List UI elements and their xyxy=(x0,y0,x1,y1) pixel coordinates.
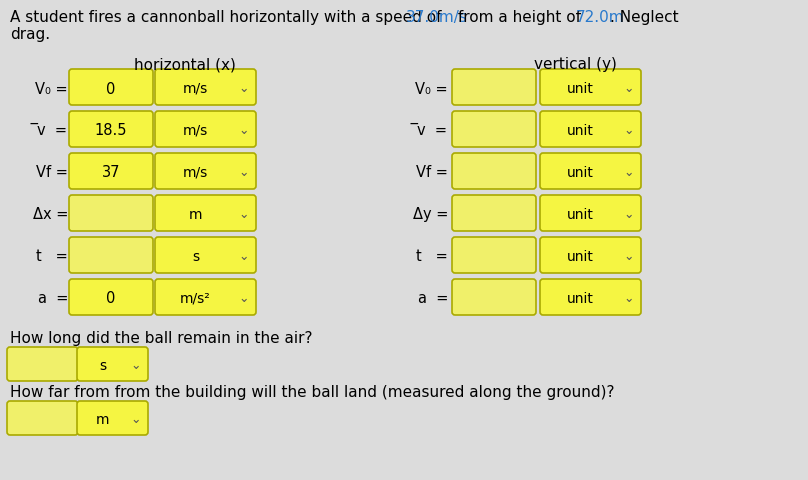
FancyBboxPatch shape xyxy=(69,154,153,190)
Text: ̅v  =: ̅v = xyxy=(418,123,448,138)
Text: 18.5: 18.5 xyxy=(95,123,127,138)
FancyBboxPatch shape xyxy=(540,238,641,274)
Text: a  =: a = xyxy=(38,291,68,306)
Text: How far from from the building will the ball land (measured along the ground)?: How far from from the building will the … xyxy=(10,384,615,399)
FancyBboxPatch shape xyxy=(452,154,536,190)
FancyBboxPatch shape xyxy=(452,195,536,231)
Text: V₀ =: V₀ = xyxy=(36,81,68,96)
Text: ̅v  =: ̅v = xyxy=(38,123,68,138)
FancyBboxPatch shape xyxy=(540,195,641,231)
Text: m: m xyxy=(189,207,202,222)
Text: m/s²: m/s² xyxy=(180,291,211,305)
Text: V₀ =: V₀ = xyxy=(415,81,448,96)
FancyBboxPatch shape xyxy=(155,195,256,231)
Text: Vf =: Vf = xyxy=(416,165,448,180)
Text: unit: unit xyxy=(567,82,594,96)
Text: ⌄: ⌄ xyxy=(624,83,634,96)
Text: ⌄: ⌄ xyxy=(238,124,249,137)
Text: unit: unit xyxy=(567,124,594,138)
Text: m/s: m/s xyxy=(183,166,208,180)
Text: t   =: t = xyxy=(36,249,68,264)
FancyBboxPatch shape xyxy=(155,279,256,315)
Text: a  =: a = xyxy=(418,291,448,306)
Text: vertical (y): vertical (y) xyxy=(533,57,617,72)
FancyBboxPatch shape xyxy=(155,154,256,190)
FancyBboxPatch shape xyxy=(452,279,536,315)
FancyBboxPatch shape xyxy=(77,401,148,435)
Text: ⌄: ⌄ xyxy=(238,250,249,263)
Text: Vf =: Vf = xyxy=(36,165,68,180)
Text: 0: 0 xyxy=(107,81,116,96)
Text: horizontal (x): horizontal (x) xyxy=(134,57,236,72)
Text: t   =: t = xyxy=(416,249,448,264)
Text: ⌄: ⌄ xyxy=(131,413,141,426)
FancyBboxPatch shape xyxy=(69,112,153,148)
FancyBboxPatch shape xyxy=(540,112,641,148)
Text: ⌄: ⌄ xyxy=(238,292,249,305)
Text: ⌄: ⌄ xyxy=(624,208,634,221)
FancyBboxPatch shape xyxy=(69,195,153,231)
FancyBboxPatch shape xyxy=(540,70,641,106)
FancyBboxPatch shape xyxy=(540,154,641,190)
Text: drag.: drag. xyxy=(10,27,50,42)
Text: ⌄: ⌄ xyxy=(624,166,634,179)
Text: 37: 37 xyxy=(102,165,120,180)
Text: m/s: m/s xyxy=(183,124,208,138)
FancyBboxPatch shape xyxy=(69,70,153,106)
FancyBboxPatch shape xyxy=(540,279,641,315)
Text: s: s xyxy=(99,358,106,372)
Text: m/s: m/s xyxy=(183,82,208,96)
Text: unit: unit xyxy=(567,291,594,305)
Text: Δx =: Δx = xyxy=(32,207,68,222)
Text: m: m xyxy=(96,412,109,426)
Text: 72.0m: 72.0m xyxy=(576,10,625,25)
Text: s: s xyxy=(192,250,199,264)
Text: ⌄: ⌄ xyxy=(624,124,634,137)
FancyBboxPatch shape xyxy=(69,238,153,274)
FancyBboxPatch shape xyxy=(452,112,536,148)
Text: unit: unit xyxy=(567,166,594,180)
Text: . Neglect: . Neglect xyxy=(610,10,679,25)
Text: 0: 0 xyxy=(107,291,116,306)
FancyBboxPatch shape xyxy=(155,70,256,106)
FancyBboxPatch shape xyxy=(69,279,153,315)
Text: ⌄: ⌄ xyxy=(624,292,634,305)
Text: A student fires a cannonball horizontally with a speed of: A student fires a cannonball horizontall… xyxy=(10,10,446,25)
Text: unit: unit xyxy=(567,250,594,264)
FancyBboxPatch shape xyxy=(77,347,148,381)
Text: 37.0m/s: 37.0m/s xyxy=(406,10,468,25)
FancyBboxPatch shape xyxy=(7,401,78,435)
FancyBboxPatch shape xyxy=(155,112,256,148)
FancyBboxPatch shape xyxy=(452,70,536,106)
Text: ⌄: ⌄ xyxy=(131,359,141,372)
Text: unit: unit xyxy=(567,207,594,222)
FancyBboxPatch shape xyxy=(7,347,78,381)
Text: ⌄: ⌄ xyxy=(238,166,249,179)
Text: Δy =: Δy = xyxy=(413,207,448,222)
Text: ⌄: ⌄ xyxy=(238,83,249,96)
FancyBboxPatch shape xyxy=(155,238,256,274)
Text: ⌄: ⌄ xyxy=(238,208,249,221)
FancyBboxPatch shape xyxy=(452,238,536,274)
Text: ⌄: ⌄ xyxy=(624,250,634,263)
Text: How long did the ball remain in the air?: How long did the ball remain in the air? xyxy=(10,330,313,345)
Text: from a height of: from a height of xyxy=(453,10,586,25)
